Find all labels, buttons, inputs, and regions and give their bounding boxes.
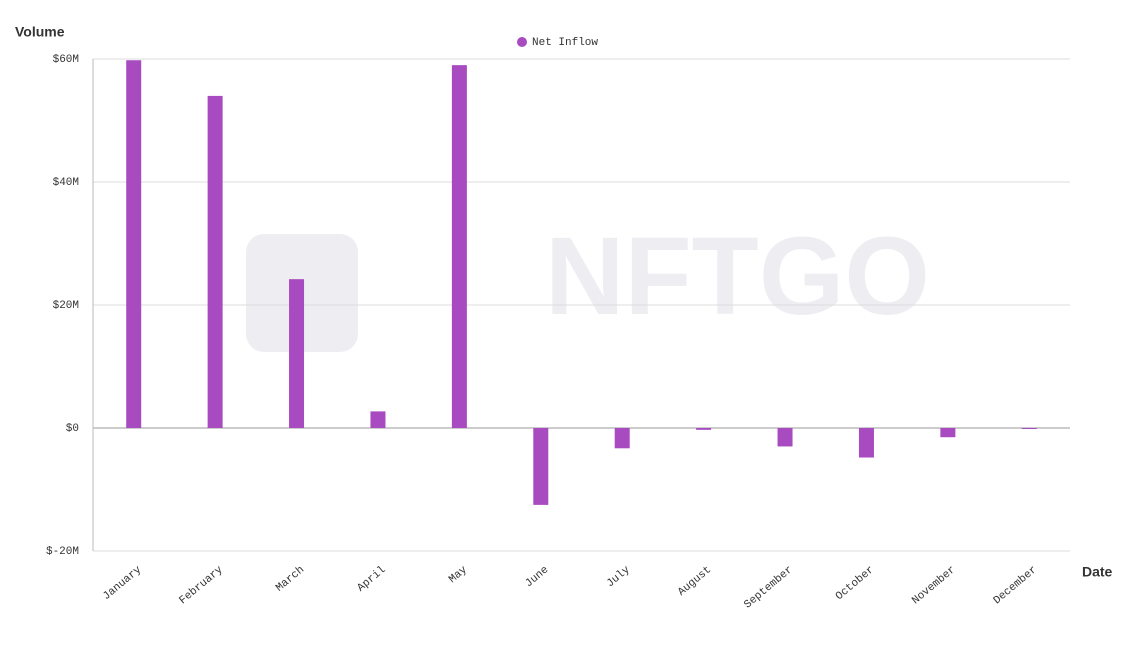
bar	[289, 279, 305, 428]
x-tick-label: February	[177, 564, 225, 607]
bar	[940, 428, 956, 438]
x-tick-label: November	[910, 564, 958, 607]
bar	[614, 428, 630, 449]
x-tick-label: September	[742, 564, 795, 611]
bar	[451, 65, 467, 429]
legend-label: Net Inflow	[532, 37, 598, 49]
bar	[533, 428, 549, 505]
x-tick-label: October	[834, 564, 877, 603]
y-tick-label: $20M	[53, 300, 79, 312]
x-tick-label: July	[605, 564, 633, 590]
x-tick-label: June	[523, 564, 551, 590]
watermark: NFTGO	[545, 215, 930, 338]
legend-marker	[517, 37, 527, 47]
y-axis-title: Volume	[15, 24, 65, 40]
bar	[696, 428, 712, 430]
x-tick-label: December	[992, 564, 1040, 607]
bar	[777, 428, 793, 447]
y-tick-label: $-20M	[46, 546, 79, 558]
bar	[126, 60, 142, 428]
bar	[1021, 428, 1037, 429]
bar	[370, 411, 386, 428]
y-tick-label: $0	[66, 423, 79, 435]
x-tick-label: March	[274, 564, 307, 594]
bar	[207, 95, 223, 429]
x-tick-label: January	[101, 564, 144, 603]
bar	[858, 428, 874, 458]
x-tick-label: April	[355, 564, 388, 594]
x-axis-title: Date	[1082, 564, 1113, 580]
x-tick-label: August	[676, 564, 714, 599]
y-tick-label: $60M	[53, 54, 79, 66]
x-tick-label: May	[447, 564, 470, 586]
y-tick-label: $40M	[53, 177, 79, 189]
